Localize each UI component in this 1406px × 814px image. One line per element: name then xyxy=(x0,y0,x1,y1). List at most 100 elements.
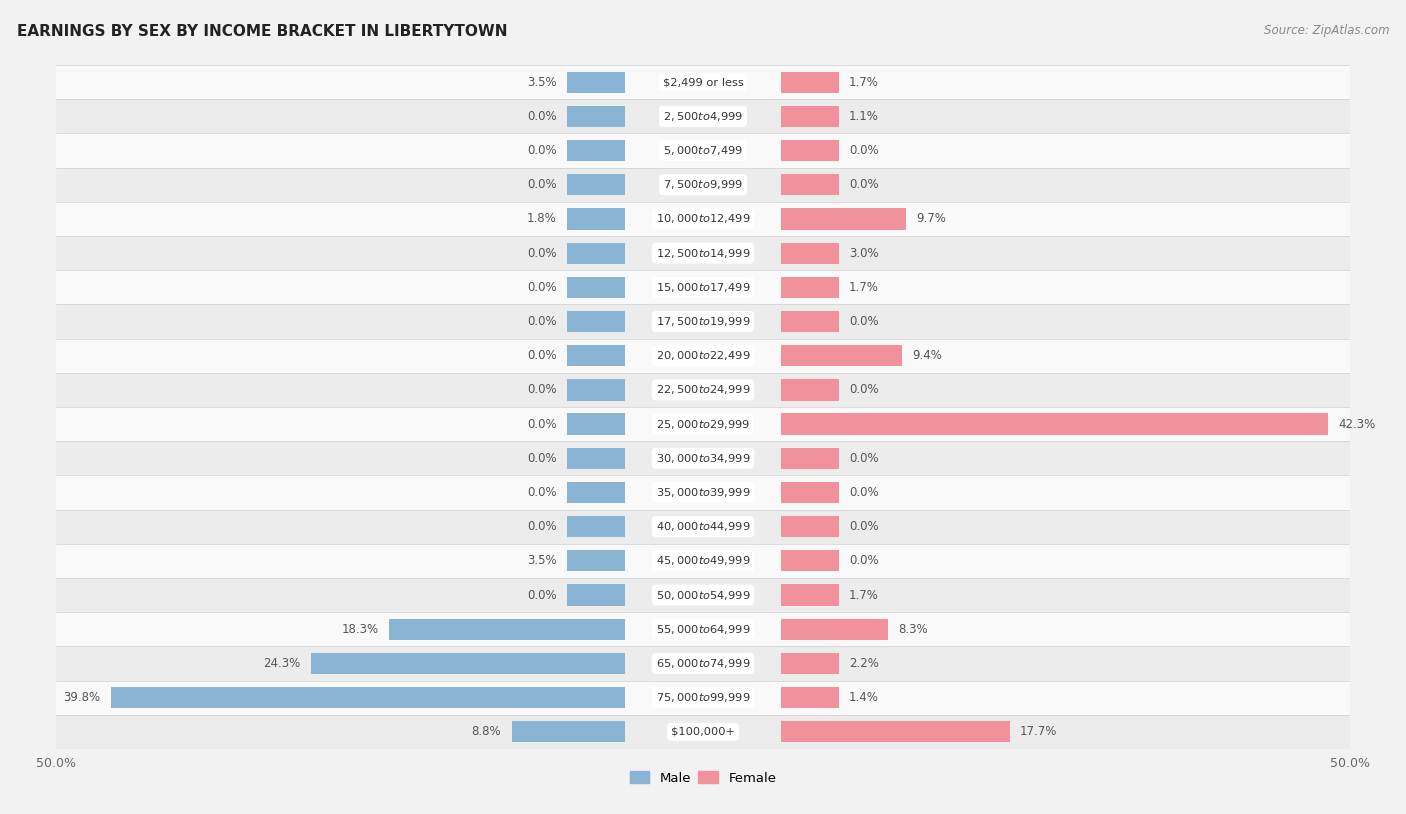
Bar xyxy=(567,482,626,503)
Bar xyxy=(780,345,903,366)
Bar xyxy=(56,510,1350,544)
Bar xyxy=(780,550,839,571)
Text: $55,000 to $64,999: $55,000 to $64,999 xyxy=(655,623,751,636)
Bar xyxy=(512,721,626,742)
Text: 1.7%: 1.7% xyxy=(849,589,879,602)
Bar xyxy=(780,106,839,127)
Text: 0.0%: 0.0% xyxy=(527,110,557,123)
Bar xyxy=(780,277,839,298)
Text: 0.0%: 0.0% xyxy=(849,486,879,499)
Bar xyxy=(56,681,1350,715)
Text: $17,500 to $19,999: $17,500 to $19,999 xyxy=(655,315,751,328)
Text: 0.0%: 0.0% xyxy=(849,178,879,191)
Text: $50,000 to $54,999: $50,000 to $54,999 xyxy=(655,589,751,602)
Text: $25,000 to $29,999: $25,000 to $29,999 xyxy=(655,418,751,431)
Text: 0.0%: 0.0% xyxy=(849,554,879,567)
Text: $2,499 or less: $2,499 or less xyxy=(662,77,744,87)
Bar xyxy=(56,441,1350,475)
Text: 0.0%: 0.0% xyxy=(527,520,557,533)
Bar xyxy=(56,270,1350,304)
Bar xyxy=(56,236,1350,270)
Bar xyxy=(56,202,1350,236)
Bar xyxy=(780,482,839,503)
Text: 42.3%: 42.3% xyxy=(1339,418,1375,431)
Bar xyxy=(56,65,1350,99)
Text: 1.7%: 1.7% xyxy=(849,76,879,89)
Text: $40,000 to $44,999: $40,000 to $44,999 xyxy=(655,520,751,533)
Text: 0.0%: 0.0% xyxy=(527,247,557,260)
Text: $100,000+: $100,000+ xyxy=(671,727,735,737)
Text: 1.1%: 1.1% xyxy=(849,110,879,123)
Text: 3.5%: 3.5% xyxy=(527,76,557,89)
Bar xyxy=(567,584,626,606)
Bar xyxy=(388,619,626,640)
Bar xyxy=(780,721,1010,742)
Bar xyxy=(567,72,626,93)
Bar xyxy=(780,208,905,230)
Bar xyxy=(567,174,626,195)
Text: 0.0%: 0.0% xyxy=(849,452,879,465)
Bar xyxy=(780,174,839,195)
Text: 8.3%: 8.3% xyxy=(898,623,928,636)
Bar xyxy=(780,653,839,674)
Bar xyxy=(56,475,1350,510)
Bar xyxy=(780,243,839,264)
Text: 24.3%: 24.3% xyxy=(263,657,301,670)
Bar xyxy=(56,339,1350,373)
Text: $5,000 to $7,499: $5,000 to $7,499 xyxy=(664,144,742,157)
Text: 0.0%: 0.0% xyxy=(849,383,879,396)
Text: 0.0%: 0.0% xyxy=(527,178,557,191)
Bar xyxy=(56,373,1350,407)
Bar xyxy=(567,140,626,161)
Text: $45,000 to $49,999: $45,000 to $49,999 xyxy=(655,554,751,567)
Text: 0.0%: 0.0% xyxy=(527,281,557,294)
Text: 0.0%: 0.0% xyxy=(527,349,557,362)
Text: 0.0%: 0.0% xyxy=(527,589,557,602)
Text: Source: ZipAtlas.com: Source: ZipAtlas.com xyxy=(1264,24,1389,37)
Text: 9.4%: 9.4% xyxy=(912,349,942,362)
Text: 2.2%: 2.2% xyxy=(849,657,879,670)
Bar xyxy=(567,516,626,537)
Bar xyxy=(780,448,839,469)
Bar xyxy=(56,168,1350,202)
Text: $75,000 to $99,999: $75,000 to $99,999 xyxy=(655,691,751,704)
Bar xyxy=(111,687,626,708)
Bar xyxy=(780,379,839,400)
Bar xyxy=(56,304,1350,339)
Bar xyxy=(780,311,839,332)
Text: $20,000 to $22,499: $20,000 to $22,499 xyxy=(655,349,751,362)
Bar xyxy=(567,311,626,332)
Text: $7,500 to $9,999: $7,500 to $9,999 xyxy=(664,178,742,191)
Bar xyxy=(56,99,1350,133)
Text: 1.8%: 1.8% xyxy=(527,212,557,225)
Text: 0.0%: 0.0% xyxy=(527,418,557,431)
Text: $12,500 to $14,999: $12,500 to $14,999 xyxy=(655,247,751,260)
Text: 1.7%: 1.7% xyxy=(849,281,879,294)
Text: 0.0%: 0.0% xyxy=(527,486,557,499)
Text: $35,000 to $39,999: $35,000 to $39,999 xyxy=(655,486,751,499)
Bar xyxy=(780,414,1327,435)
Text: 0.0%: 0.0% xyxy=(849,520,879,533)
Bar xyxy=(56,612,1350,646)
Bar xyxy=(567,208,626,230)
Text: 18.3%: 18.3% xyxy=(342,623,378,636)
Bar xyxy=(780,140,839,161)
Bar xyxy=(780,687,839,708)
Bar xyxy=(567,106,626,127)
Bar xyxy=(567,379,626,400)
Text: 17.7%: 17.7% xyxy=(1019,725,1057,738)
Bar xyxy=(56,544,1350,578)
Bar xyxy=(56,578,1350,612)
Bar xyxy=(780,619,889,640)
Text: $15,000 to $17,499: $15,000 to $17,499 xyxy=(655,281,751,294)
Text: $30,000 to $34,999: $30,000 to $34,999 xyxy=(655,452,751,465)
Text: 1.4%: 1.4% xyxy=(849,691,879,704)
Bar xyxy=(56,133,1350,168)
Text: 0.0%: 0.0% xyxy=(527,144,557,157)
Text: EARNINGS BY SEX BY INCOME BRACKET IN LIBERTYTOWN: EARNINGS BY SEX BY INCOME BRACKET IN LIB… xyxy=(17,24,508,39)
Bar xyxy=(567,550,626,571)
Text: 3.5%: 3.5% xyxy=(527,554,557,567)
Text: 3.0%: 3.0% xyxy=(849,247,879,260)
Bar xyxy=(567,414,626,435)
Text: 0.0%: 0.0% xyxy=(849,315,879,328)
